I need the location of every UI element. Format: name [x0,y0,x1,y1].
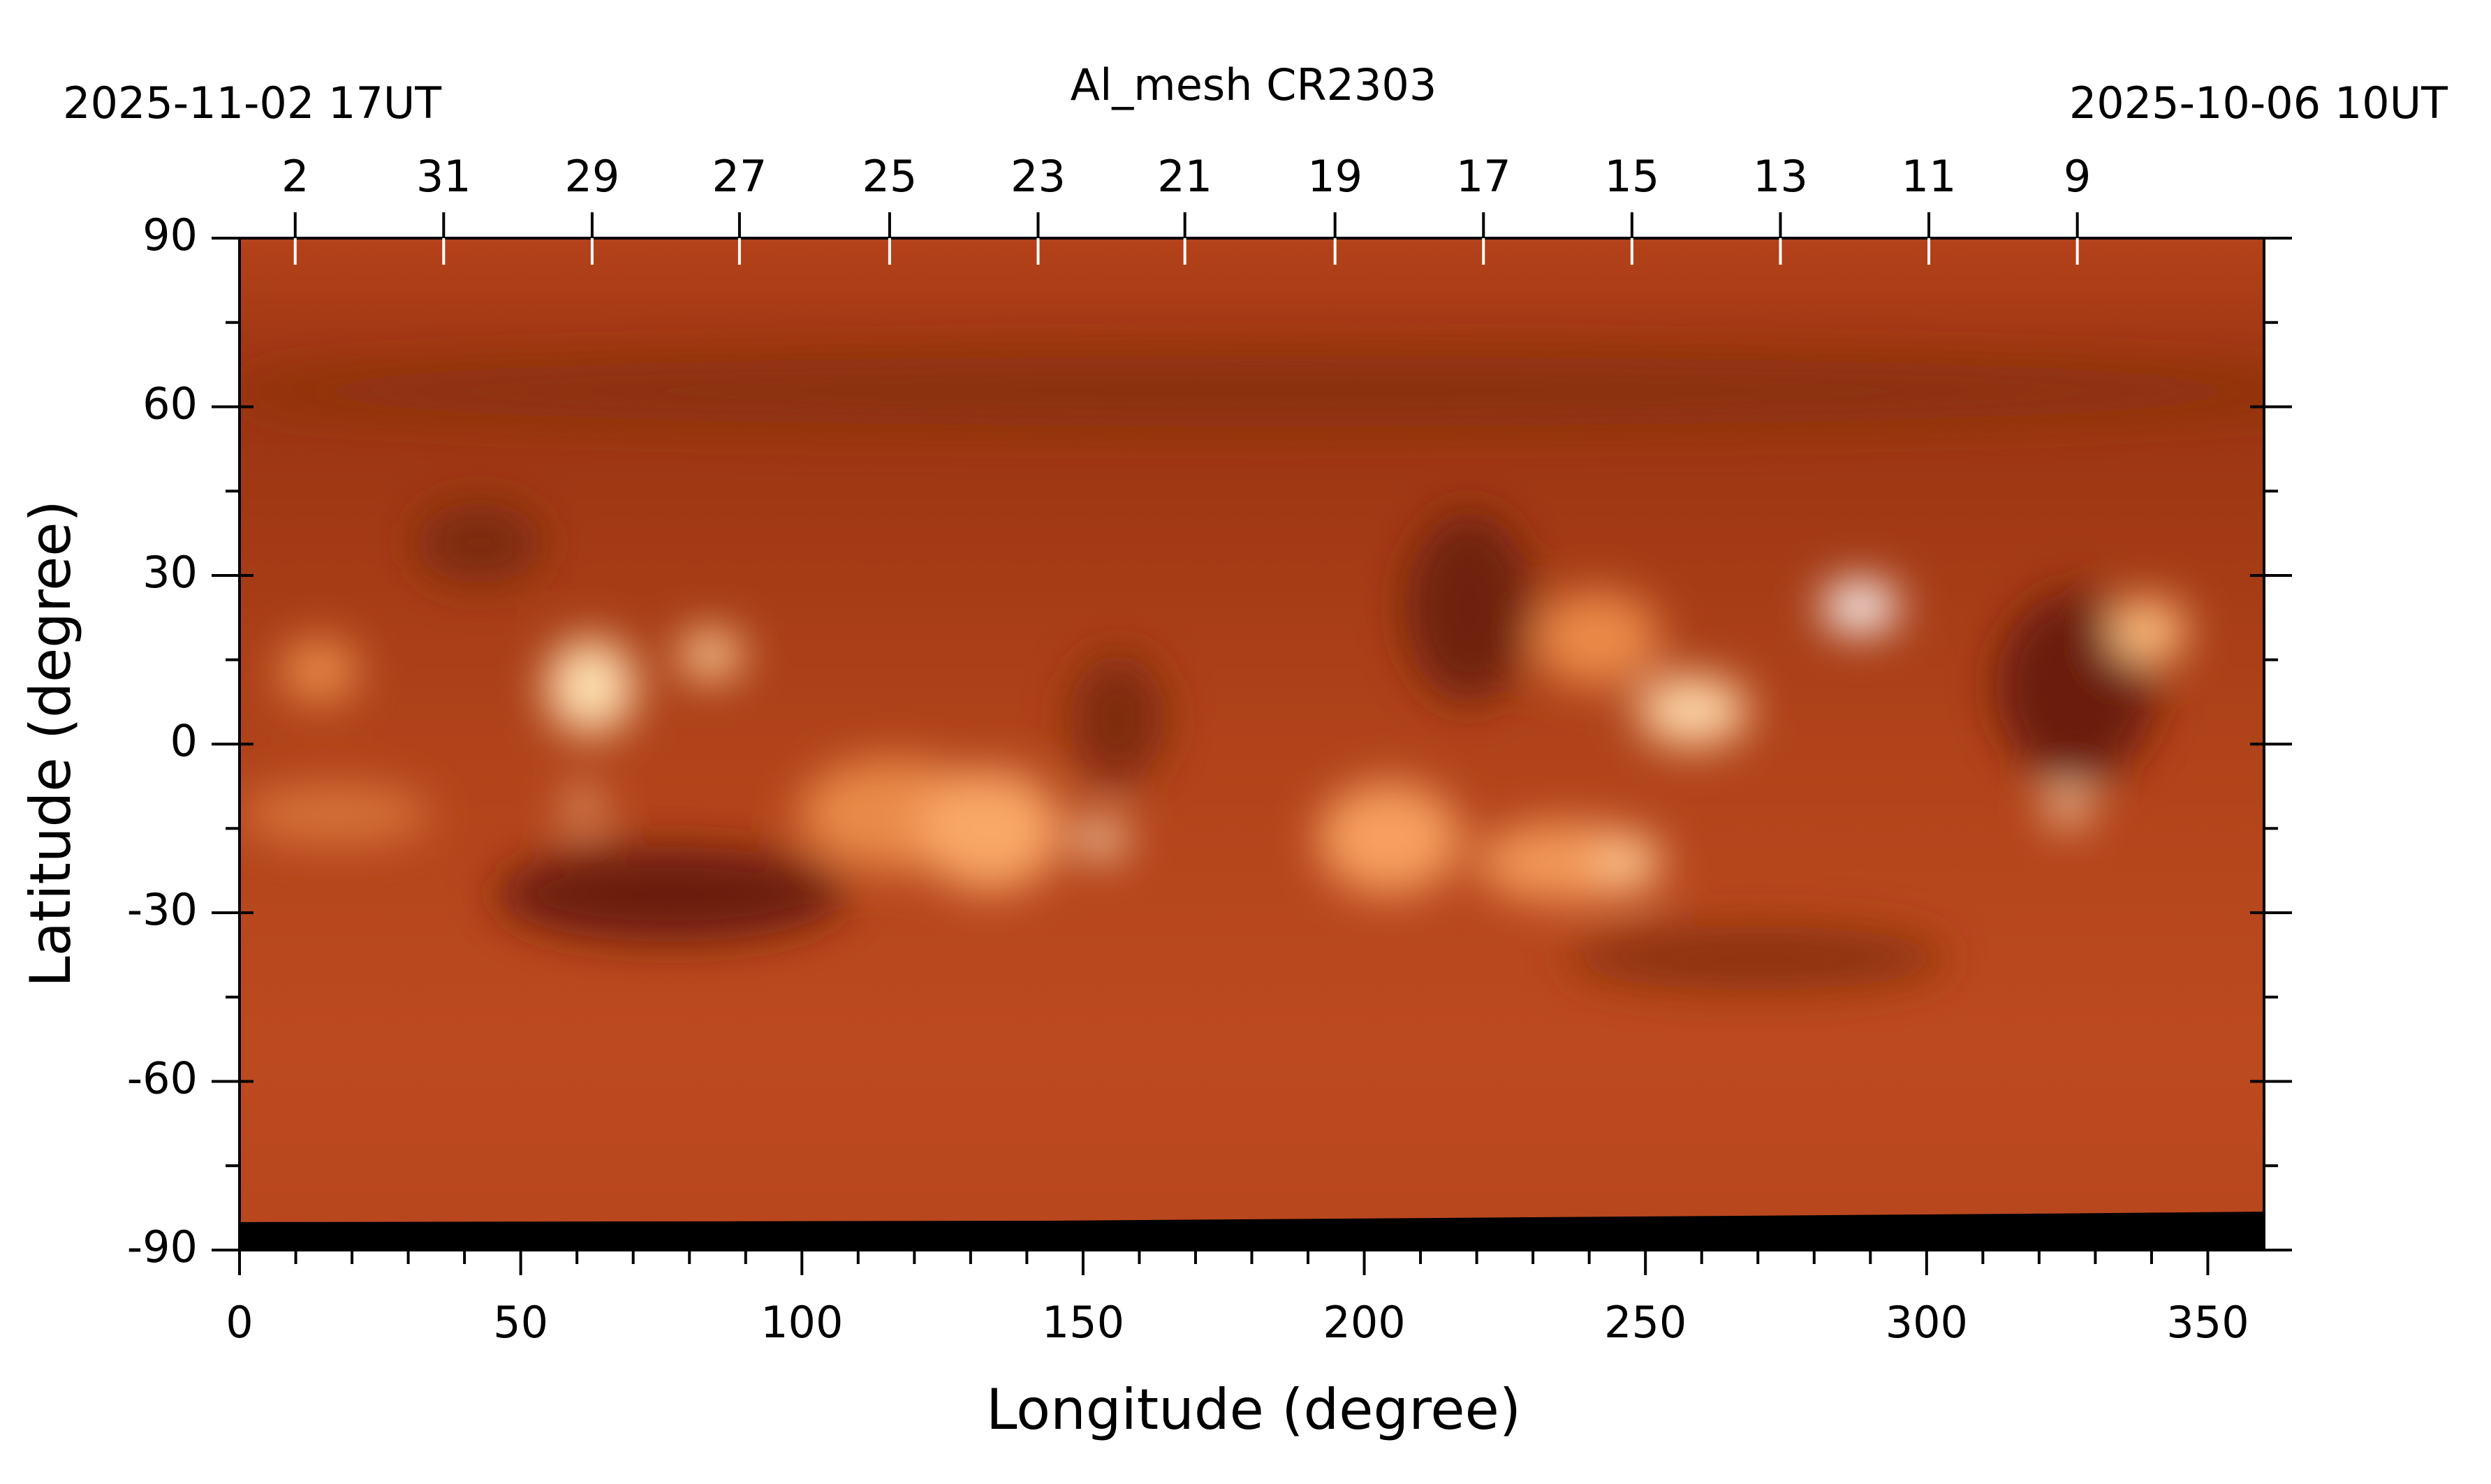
top-tick-label: 17 [1456,151,1511,202]
top-tick-label: 2 [281,151,309,202]
chart-title: Al_mesh CR2303 [1071,59,1437,110]
top-tick-label: 11 [1902,151,1957,202]
top-tick-label: 23 [1011,151,1066,202]
top-tick-label: 21 [1157,151,1212,202]
synoptic-map [240,238,2264,1250]
top-tick-label: 9 [2064,151,2091,202]
top-tick-label: 13 [1753,151,1808,202]
x-tick-label: 300 [1886,1297,1968,1348]
start-date: 2025-11-02 17UT [63,78,442,128]
x-tick-label: 150 [1042,1297,1124,1348]
y-axis-label: Latitude (degree) [18,500,83,987]
top-tick-label: 29 [564,151,619,202]
x-tick-label: 200 [1323,1297,1405,1348]
top-tick-label: 31 [416,151,471,202]
y-tick-label: 0 [170,716,198,767]
end-date: 2025-10-06 10UT [2069,78,2448,128]
y-tick-label: 30 [142,547,198,598]
x-tick-label: 50 [493,1297,548,1348]
y-tick-label: -30 [127,884,198,935]
x-tick-label: 100 [760,1297,843,1348]
y-tick-label: -90 [127,1221,198,1272]
y-tick-label: 60 [142,379,198,429]
x-axis-label: Longitude (degree) [986,1377,1521,1442]
x-tick-label: 250 [1604,1297,1687,1348]
top-tick-label: 19 [1307,151,1362,202]
top-tick-label: 25 [862,151,917,202]
y-tick-label: 90 [142,210,198,260]
top-tick-label: 15 [1604,151,1659,202]
y-tick-label: -60 [127,1053,198,1104]
top-tick-label: 27 [712,151,767,202]
x-tick-label: 350 [2166,1297,2249,1348]
x-tick-label: 0 [226,1297,253,1348]
